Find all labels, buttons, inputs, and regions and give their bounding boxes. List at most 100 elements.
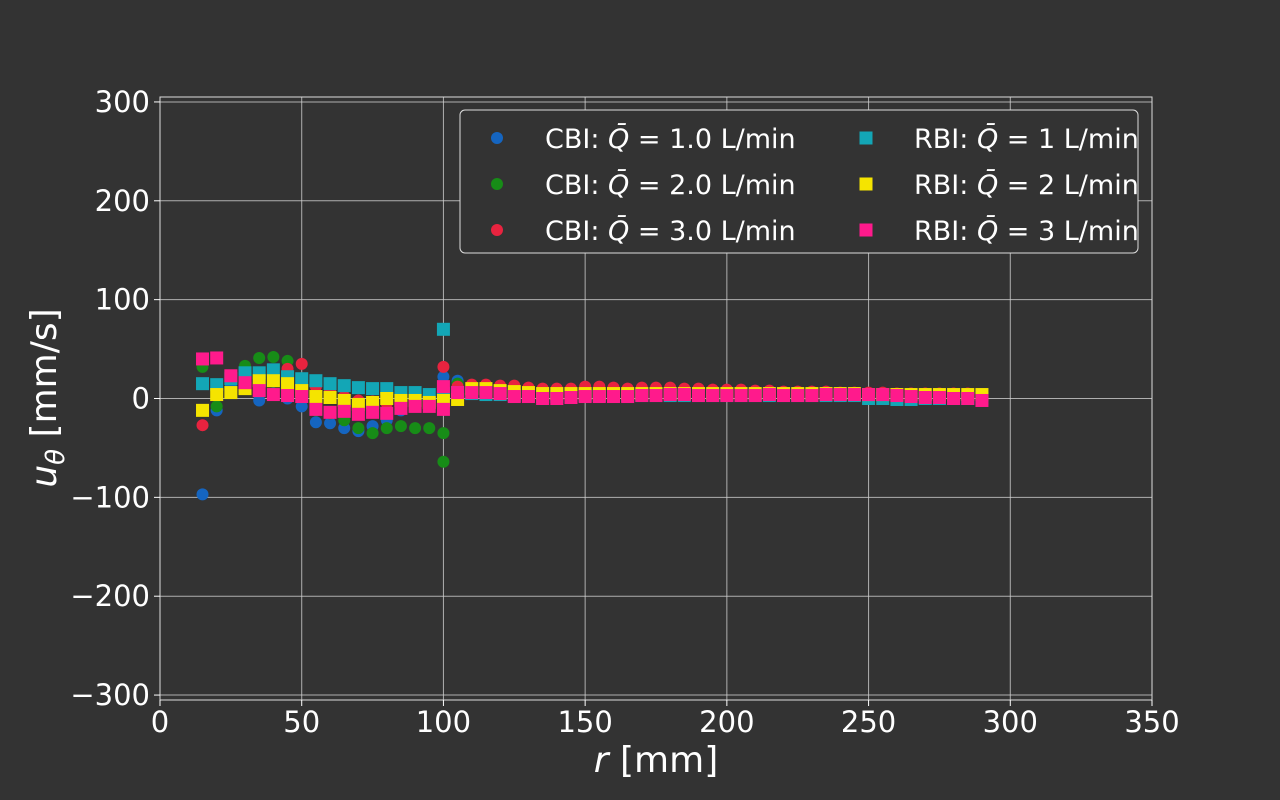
data-point bbox=[252, 374, 266, 388]
data-point bbox=[366, 405, 380, 419]
y-tick-label: 100 bbox=[95, 283, 150, 317]
data-point bbox=[437, 360, 450, 373]
data-point bbox=[720, 389, 734, 403]
legend-item: RBI: Q̄ = 1 L/min bbox=[859, 123, 1139, 155]
data-point bbox=[606, 390, 620, 404]
data-point bbox=[451, 386, 465, 400]
data-point bbox=[380, 382, 394, 396]
data-point bbox=[422, 399, 436, 413]
data-point bbox=[309, 416, 322, 429]
legend-label: RBI: Q̄ = 3 L/min bbox=[914, 215, 1139, 247]
x-tick-label: 350 bbox=[1124, 705, 1179, 739]
data-point bbox=[521, 390, 535, 404]
x-tick-label: 250 bbox=[841, 705, 896, 739]
data-point bbox=[295, 357, 308, 370]
data-point bbox=[266, 388, 280, 402]
x-tick-label: 0 bbox=[151, 705, 169, 739]
data-point bbox=[394, 401, 408, 415]
data-point bbox=[777, 389, 791, 403]
axis-ticks: 0 50 100 150 200 250 300 350 −300 −200 −100 0 100 200… bbox=[70, 85, 1179, 739]
data-point bbox=[351, 381, 365, 395]
data-point bbox=[252, 384, 266, 398]
data-point bbox=[918, 391, 932, 405]
legend-item: CBI: Q̄ = 1.0 L/min bbox=[491, 123, 796, 155]
data-point bbox=[437, 427, 450, 440]
data-point bbox=[876, 388, 890, 402]
data-point bbox=[507, 390, 521, 404]
data-point bbox=[238, 376, 252, 390]
data-point bbox=[904, 390, 918, 404]
data-point bbox=[295, 400, 308, 413]
data-point bbox=[323, 405, 337, 419]
data-point bbox=[791, 389, 805, 403]
data-point bbox=[196, 488, 209, 501]
data-point bbox=[366, 395, 380, 409]
data-point bbox=[267, 350, 280, 363]
x-tick-label: 300 bbox=[983, 705, 1038, 739]
data-point bbox=[436, 380, 450, 394]
data-point bbox=[947, 392, 961, 405]
data-point bbox=[436, 402, 450, 416]
data-point bbox=[961, 392, 975, 405]
data-point bbox=[366, 427, 379, 440]
legend-item: CBI: Q̄ = 2.0 L/min bbox=[491, 169, 796, 201]
data-point bbox=[210, 400, 223, 413]
data-point bbox=[692, 389, 706, 403]
data-point bbox=[380, 422, 393, 435]
data-point bbox=[351, 397, 365, 411]
data-point bbox=[847, 388, 861, 402]
data-point bbox=[253, 351, 266, 364]
data-point bbox=[479, 386, 493, 400]
data-point bbox=[309, 402, 323, 416]
data-point bbox=[564, 391, 578, 405]
y-tick-label: −300 bbox=[70, 678, 150, 712]
data-point bbox=[663, 388, 677, 402]
data-point bbox=[394, 420, 407, 433]
legend-marker bbox=[859, 223, 873, 237]
data-point bbox=[210, 351, 224, 365]
data-point bbox=[380, 406, 394, 420]
data-point bbox=[805, 389, 819, 403]
data-point bbox=[266, 363, 280, 377]
data-point bbox=[323, 391, 337, 405]
data-point bbox=[238, 366, 252, 380]
data-point bbox=[337, 393, 351, 407]
legend-marker bbox=[859, 177, 873, 191]
legend: CBI: Q̄ = 1.0 L/min CBI: Q̄ = 2.0 L/min CB… bbox=[459, 109, 1139, 254]
data-point bbox=[409, 422, 422, 435]
legend-item: CBI: Q̄ = 3.0 L/min bbox=[491, 215, 796, 247]
data-points bbox=[196, 322, 989, 501]
data-point bbox=[196, 377, 210, 391]
series-rbi-3 bbox=[196, 351, 989, 421]
data-point bbox=[351, 407, 365, 421]
data-point bbox=[266, 374, 280, 388]
y-tick-label: 0 bbox=[132, 382, 150, 416]
data-point bbox=[493, 387, 507, 401]
legend-item: RBI: Q̄ = 2 L/min bbox=[859, 169, 1139, 201]
legend-marker bbox=[491, 224, 503, 236]
data-point bbox=[337, 404, 351, 418]
data-point bbox=[295, 372, 309, 386]
y-tick-label: 300 bbox=[95, 85, 150, 119]
legend-item: RBI: Q̄ = 3 L/min bbox=[859, 215, 1139, 247]
data-point bbox=[196, 419, 209, 432]
data-point bbox=[975, 393, 989, 407]
data-point bbox=[536, 392, 550, 405]
data-point bbox=[734, 389, 748, 403]
data-point bbox=[380, 392, 394, 405]
x-tick-label: 200 bbox=[699, 705, 754, 739]
legend-label: RBI: Q̄ = 2 L/min bbox=[914, 169, 1139, 201]
data-point bbox=[224, 369, 238, 383]
data-point bbox=[819, 388, 833, 402]
data-point bbox=[635, 389, 649, 403]
data-point bbox=[309, 390, 323, 404]
data-point bbox=[366, 382, 380, 396]
x-tick-label: 100 bbox=[416, 705, 471, 739]
data-point bbox=[677, 388, 691, 402]
data-point bbox=[649, 389, 663, 403]
data-point bbox=[437, 455, 450, 468]
legend-marker bbox=[491, 132, 503, 144]
data-point bbox=[932, 391, 946, 405]
legend-label: CBI: Q̄ = 3.0 L/min bbox=[545, 215, 796, 247]
